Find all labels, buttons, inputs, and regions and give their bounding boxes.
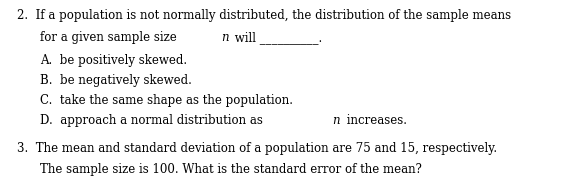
- Text: n: n: [221, 31, 229, 44]
- Text: 3.  The mean and standard deviation of a population are 75 and 15, respectively.: 3. The mean and standard deviation of a …: [17, 142, 497, 155]
- Text: A.  be positively skewed.: A. be positively skewed.: [40, 54, 187, 67]
- Text: n: n: [333, 114, 340, 127]
- Text: increases.: increases.: [343, 114, 407, 127]
- Text: C.  take the same shape as the population.: C. take the same shape as the population…: [40, 94, 293, 107]
- Text: will __________.: will __________.: [231, 31, 323, 44]
- Text: D.  approach a normal distribution as: D. approach a normal distribution as: [40, 114, 267, 127]
- Text: B.  be negatively skewed.: B. be negatively skewed.: [40, 74, 192, 87]
- Text: The sample size is 100. What is the standard error of the mean?: The sample size is 100. What is the stan…: [40, 163, 422, 176]
- Text: 2.  If a population is not normally distributed, the distribution of the sample : 2. If a population is not normally distr…: [17, 9, 511, 22]
- Text: for a given sample size: for a given sample size: [40, 31, 181, 44]
